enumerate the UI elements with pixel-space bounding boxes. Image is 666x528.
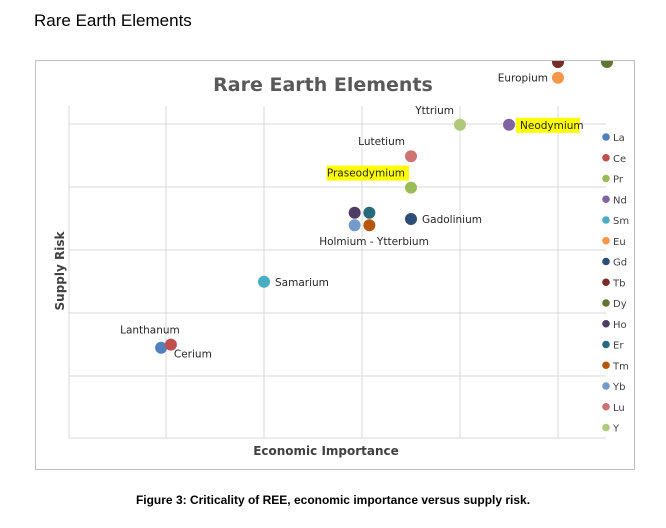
legend-marker-nd [602,195,610,204]
legend-marker-er [602,340,610,349]
point-eu [552,71,564,84]
legend-label-ho: Ho [613,320,627,331]
legend-label-eu: Eu [613,237,626,248]
legend-marker-lu [602,402,610,411]
point-lu [405,150,417,163]
legend-marker-sm [602,216,610,224]
legend-marker-ce [602,153,610,162]
legend-marker-yb [602,382,610,390]
chart-title: Rare Earth Elements [213,74,433,96]
point-label-lu: Lutetium [358,136,405,148]
legend-label-y: Y [612,424,620,435]
legend-marker-gd [602,257,610,266]
point-ce [164,338,177,351]
document-heading: Rare Earth Elements [34,11,192,30]
legend-marker-y [602,423,610,432]
gridlines [68,106,606,439]
point-nd [503,118,515,131]
point-pr [405,181,417,194]
y-axis-label: Supply Risk [53,231,67,311]
point-sm [258,275,270,288]
point-label-gd: Gadolinium [422,214,482,226]
legend-marker-tb [602,278,610,287]
legend-label-lu: Lu [613,403,625,414]
legend-marker-eu [602,236,610,245]
point-ho [348,206,361,219]
chart-frame: Rare Earth Elements Lanthanum Cerium Prase… [35,60,635,470]
legend-label-yb: Yb [612,382,625,393]
legend-label-sm: Sm [613,216,629,227]
point-er [363,206,376,219]
point-label-la: Lanthanum [120,325,180,337]
legend-label-ce: Ce [613,154,626,165]
legend-marker-dy [602,299,610,307]
point-la [155,341,168,354]
point-label-ce: Cerium [174,349,212,361]
point-tm [363,219,376,232]
legend-marker-pr [602,174,610,183]
annotation-0: Holmium - Ytterbium [319,236,429,248]
legend-marker-la [602,133,610,141]
point-label-eu: Europium [498,73,548,85]
point-label-pr: Praseodymium [327,168,405,180]
legend-label-dy: Dy [613,299,627,310]
legend: La Ce Pr Nd Sm Eu Gd Tb Dy Ho Er Tm Yb Lu Y [602,133,629,435]
legend-marker-ho [602,319,610,328]
point-gd [405,213,417,225]
label-highlight-nd [516,117,580,133]
point-yb [348,219,361,232]
scatter-chart: Rare Earth Elements Lanthanum Cerium Prase… [53,61,629,458]
point-label-sm: Samarium [275,277,329,289]
legend-label-la: La [613,133,625,144]
point-label-y: Yttrium [414,105,454,117]
point-label-nd: Neodymium [520,120,584,132]
legend-label-er: Er [613,341,624,352]
legend-label-gd: Gd [613,258,627,269]
point-y [454,118,466,131]
figure-caption: Figure 3: Criticality of REE, economic i… [135,493,531,507]
point-tb [552,61,564,68]
legend-label-nd: Nd [613,195,627,206]
legend-label-tb: Tb [612,278,625,289]
x-axis-label: Economic Importance [253,444,399,458]
legend-label-tm: Tm [612,361,629,372]
data-points: Lanthanum Cerium Praseodymium Neodymium Sama… [120,61,613,361]
legend-marker-tm [602,361,610,370]
label-highlight-pr [326,165,409,181]
legend-label-pr: Pr [613,175,624,186]
point-dy [601,61,613,68]
